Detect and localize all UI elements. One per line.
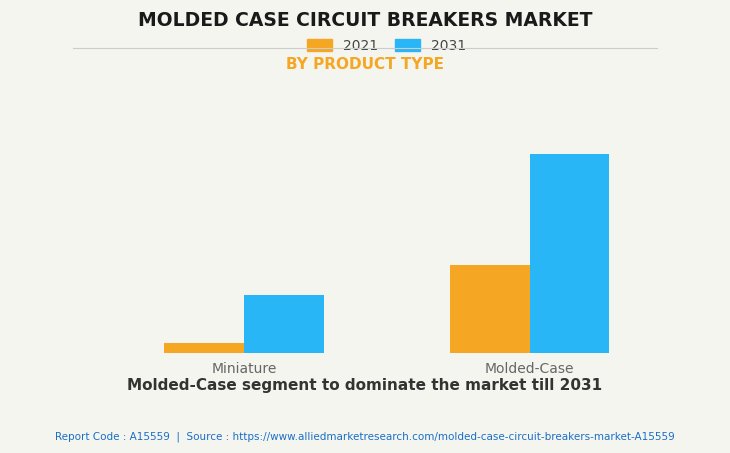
Text: Report Code : A15559  |  Source : https://www.alliedmarketresearch.com/molded-ca: Report Code : A15559 | Source : https://… <box>55 431 675 442</box>
Text: MOLDED CASE CIRCUIT BREAKERS MARKET: MOLDED CASE CIRCUIT BREAKERS MARKET <box>138 11 592 30</box>
Text: BY PRODUCT TYPE: BY PRODUCT TYPE <box>286 57 444 72</box>
Bar <box>245 294 324 353</box>
Bar <box>450 265 529 353</box>
Bar <box>529 154 610 353</box>
Text: Molded-Case segment to dominate the market till 2031: Molded-Case segment to dominate the mark… <box>128 378 602 393</box>
Legend: 2021, 2031: 2021, 2031 <box>307 39 466 53</box>
Bar <box>164 343 245 353</box>
